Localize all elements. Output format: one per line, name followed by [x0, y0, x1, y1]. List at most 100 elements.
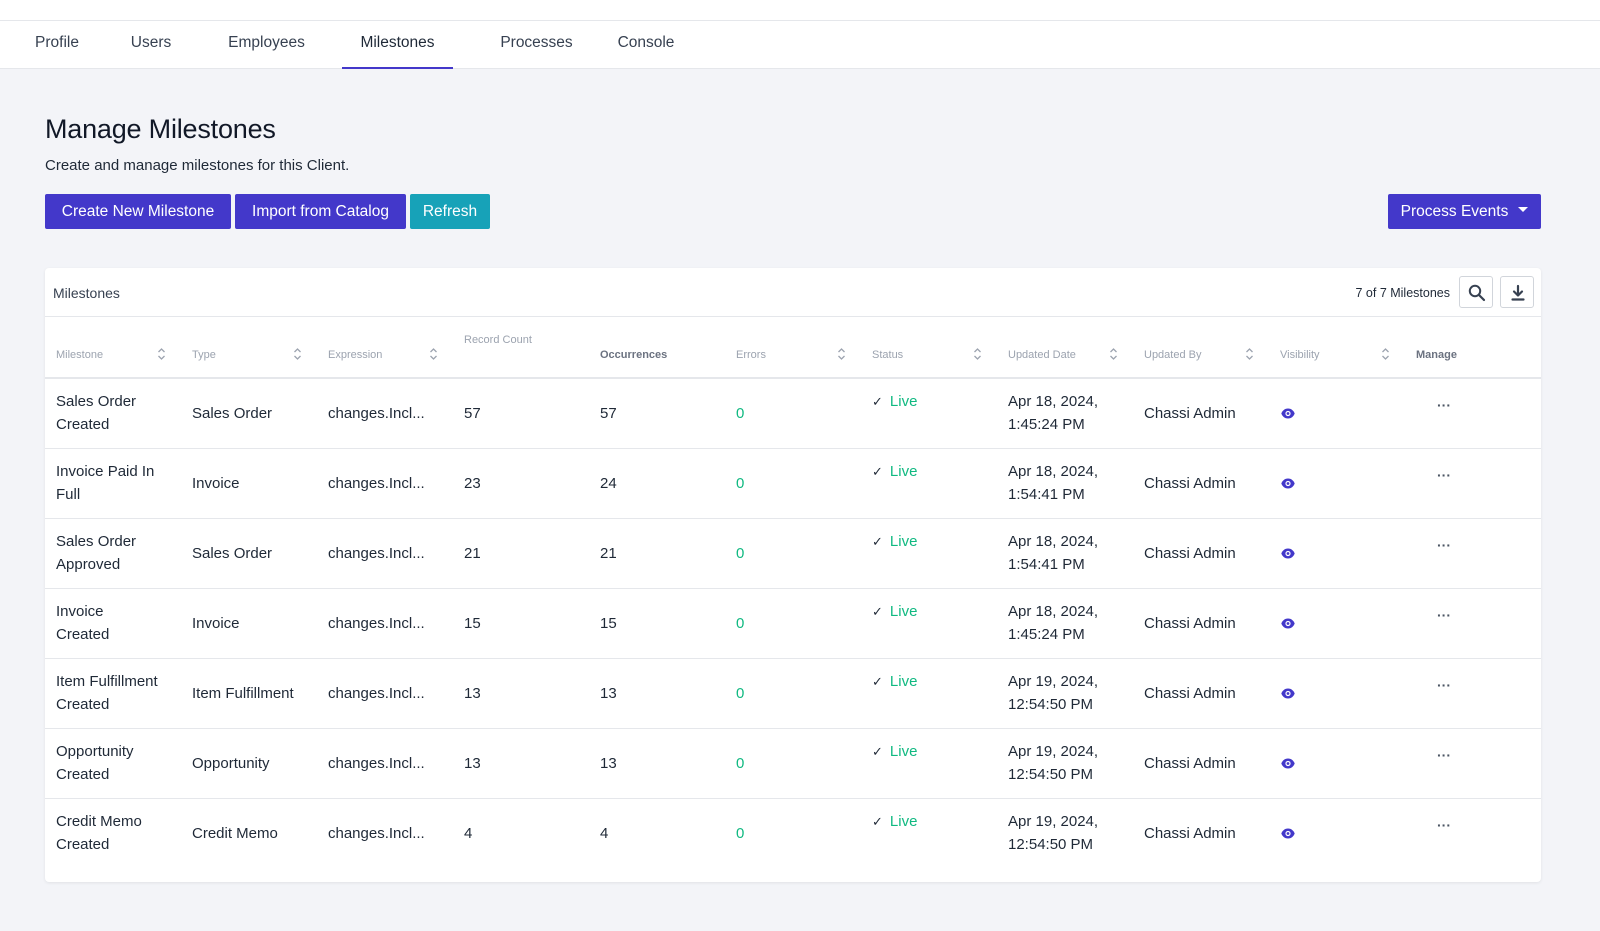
status-badge: ✓ Live [872, 533, 918, 550]
sort-icon[interactable] [1245, 347, 1254, 361]
cell-milestone-name: Item Fulfillment Created [56, 673, 158, 713]
more-icon[interactable]: ··· [1437, 677, 1451, 693]
sort-icon[interactable] [157, 347, 166, 361]
process-events-dropdown[interactable]: Process Events [1388, 194, 1541, 229]
card-title: Milestones [53, 285, 120, 301]
cell-milestone-name: Invoice Created [56, 603, 110, 643]
cell-record-count: 13 [464, 685, 481, 702]
more-icon[interactable]: ··· [1437, 747, 1451, 763]
col-updated-by[interactable]: Updated By [1144, 349, 1202, 361]
eye-icon[interactable] [1281, 828, 1295, 839]
cell-type: Opportunity [192, 755, 270, 772]
col-record-count[interactable]: Record Count [464, 334, 532, 346]
cell-updated-date: Apr 19, 2024, 12:54:50 PM [1008, 813, 1099, 853]
table-row[interactable]: Credit Memo Created Credit Memo changes.I… [45, 799, 1541, 869]
col-manage: Manage [1416, 349, 1457, 361]
refresh-button[interactable]: Refresh [410, 194, 490, 229]
cell-updated-date: Apr 19, 2024, 12:54:50 PM [1008, 743, 1099, 783]
cell-type: Invoice [192, 475, 240, 492]
cell-updated-by: Chassi Admin [1144, 755, 1236, 772]
cell-expression: changes.Incl... [328, 755, 425, 772]
more-icon[interactable]: ··· [1437, 817, 1451, 833]
cell-type: Item Fulfillment [192, 685, 294, 702]
status-badge: ✓ Live [872, 813, 918, 830]
cell-milestone-name: Sales Order Approved [56, 533, 137, 573]
cell-milestone-name: Credit Memo Created [56, 813, 142, 853]
table-row[interactable]: Sales Order Created Sales Order changes.I… [45, 379, 1541, 449]
tab-profile[interactable]: Profile [35, 34, 79, 51]
cell-expression: changes.Incl... [328, 405, 425, 422]
table-row[interactable]: Item Fulfillment Created Item Fulfillment… [45, 659, 1541, 729]
col-occurrences[interactable]: Occurrences [600, 349, 668, 361]
cell-milestone-name: Invoice Paid In Full [56, 463, 155, 503]
more-icon[interactable]: ··· [1437, 607, 1451, 623]
cell-occurrences: 15 [600, 615, 617, 632]
tab-employees[interactable]: Employees [228, 34, 305, 51]
cell-expression: changes.Incl... [328, 685, 425, 702]
sort-icon[interactable] [429, 347, 438, 361]
check-icon: ✓ [872, 674, 883, 689]
cell-errors: 0 [736, 825, 745, 842]
sort-icon[interactable] [1381, 347, 1390, 361]
tab-milestones[interactable]: Milestones [342, 21, 453, 69]
sort-icon[interactable] [837, 347, 846, 361]
col-errors[interactable]: Errors [736, 349, 766, 361]
more-icon[interactable]: ··· [1437, 537, 1451, 553]
cell-errors: 0 [736, 545, 745, 562]
nav-tabs: Profile Users Employees Milestones Proce… [0, 21, 1600, 69]
cell-updated-by: Chassi Admin [1144, 825, 1236, 842]
cell-errors: 0 [736, 685, 745, 702]
table-row[interactable]: Invoice Created Invoice changes.Incl... 1… [45, 589, 1541, 659]
col-type[interactable]: Type [192, 349, 216, 361]
sort-icon[interactable] [1109, 347, 1118, 361]
eye-icon[interactable] [1281, 688, 1295, 699]
table-row[interactable]: Sales Order Approved Sales Order changes.… [45, 519, 1541, 589]
status-badge: ✓ Live [872, 463, 918, 480]
eye-icon[interactable] [1281, 408, 1295, 419]
col-updated-date[interactable]: Updated Date [1008, 349, 1076, 361]
tab-processes[interactable]: Processes [500, 34, 573, 51]
more-icon[interactable]: ··· [1437, 467, 1451, 483]
cell-record-count: 57 [464, 405, 481, 422]
more-icon[interactable]: ··· [1437, 397, 1451, 413]
sort-icon[interactable] [293, 347, 302, 361]
col-expression[interactable]: Expression [328, 349, 383, 361]
top-bar [0, 0, 1600, 21]
col-status[interactable]: Status [872, 349, 904, 361]
download-button[interactable] [1500, 276, 1534, 308]
check-icon: ✓ [872, 394, 883, 409]
tab-console[interactable]: Console [617, 34, 675, 51]
cell-type: Credit Memo [192, 825, 278, 842]
process-events-label: Process Events [1400, 203, 1509, 220]
cell-record-count: 13 [464, 755, 481, 772]
cell-record-count: 23 [464, 475, 481, 492]
status-badge: ✓ Live [872, 603, 918, 620]
col-visibility[interactable]: Visibility [1280, 349, 1320, 361]
eye-icon[interactable] [1281, 618, 1295, 629]
cell-type: Sales Order [192, 405, 273, 422]
cell-errors: 0 [736, 755, 745, 772]
cell-errors: 0 [736, 615, 745, 632]
create-milestone-button[interactable]: Create New Milestone [45, 194, 231, 229]
table-header-divider [45, 377, 1541, 379]
search-button[interactable] [1459, 276, 1493, 308]
eye-icon[interactable] [1281, 548, 1295, 559]
table-row[interactable]: Opportunity Created Opportunity changes.I… [45, 729, 1541, 799]
check-icon: ✓ [872, 534, 883, 549]
card-header: Milestones 7 of 7 Milestones [45, 268, 1541, 317]
cell-expression: changes.Incl... [328, 615, 425, 632]
import-catalog-button[interactable]: Import from Catalog [235, 194, 406, 229]
cell-occurrences: 57 [600, 405, 617, 422]
check-icon: ✓ [872, 604, 883, 619]
sort-icon[interactable] [973, 347, 982, 361]
tab-users[interactable]: Users [130, 34, 172, 51]
cell-expression: changes.Incl... [328, 545, 425, 562]
cell-updated-date: Apr 18, 2024, 1:54:41 PM [1008, 463, 1099, 503]
cell-updated-by: Chassi Admin [1144, 685, 1236, 702]
search-icon [1468, 284, 1486, 302]
status-badge: ✓ Live [872, 393, 918, 410]
eye-icon[interactable] [1281, 478, 1295, 489]
table-row[interactable]: Invoice Paid In Full Invoice changes.Incl… [45, 449, 1541, 519]
col-milestone[interactable]: Milestone [56, 349, 104, 361]
eye-icon[interactable] [1281, 758, 1295, 769]
